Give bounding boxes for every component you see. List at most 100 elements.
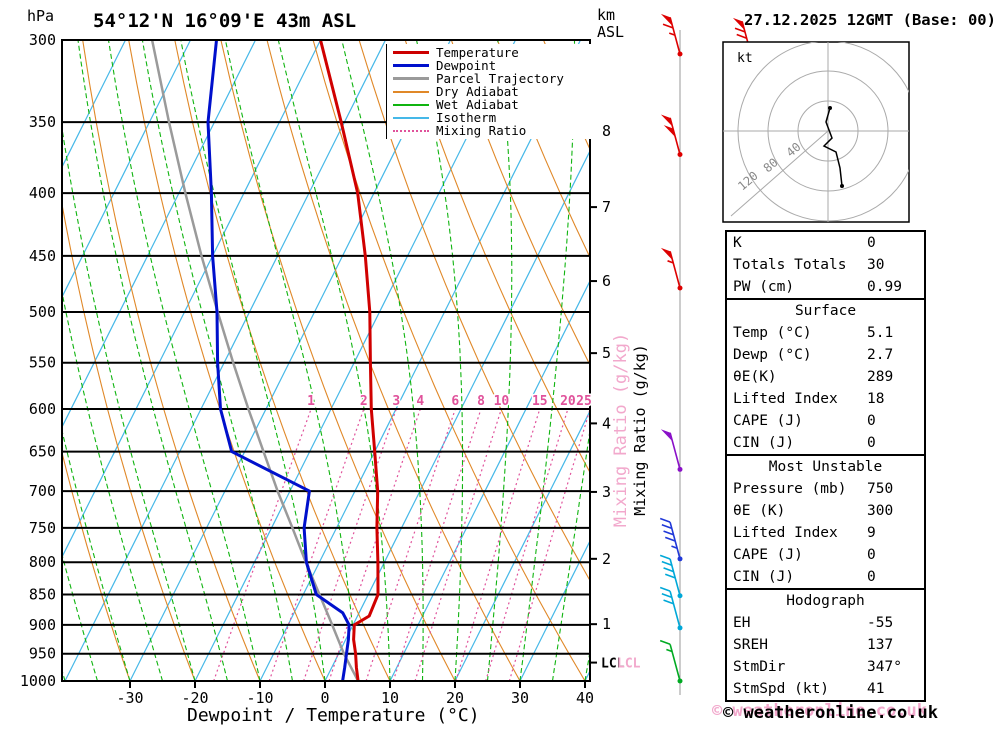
legend-item: Mixing Ratio xyxy=(393,123,597,138)
isotherm-line xyxy=(389,279,590,681)
pressure-tick-label: 1000 xyxy=(20,672,56,690)
legend-item-label: Dewpoint xyxy=(436,58,497,73)
stats-row: Dewp (°C) 2.7 xyxy=(727,344,924,366)
altitude-axis-unit-label: km xyxy=(597,6,616,24)
altitude-tick-label: 8 xyxy=(602,122,611,140)
wet-adiabat-line xyxy=(107,40,261,681)
legend-line-sample xyxy=(393,64,429,67)
mixing-ratio-label: 20 xyxy=(560,394,576,409)
stats-section: Surface Temp (°C) 5.1 Dewp (°C) 2.7 θE(K) 289 L… xyxy=(725,298,926,456)
isotherm-line xyxy=(129,40,452,681)
stats-row-value: 137 xyxy=(867,637,894,653)
stats-row-value: 0 xyxy=(867,569,876,585)
dry-adiabat-line xyxy=(496,40,590,259)
stats-row-value: 0 xyxy=(867,413,876,429)
temp-tick-label: 0 xyxy=(320,689,329,707)
stats-row-value: 0 xyxy=(867,435,876,451)
legend-line-sample xyxy=(393,116,429,119)
temp-tick-label: 20 xyxy=(446,689,464,707)
stats-row: Lifted Index 18 xyxy=(727,388,924,410)
station-title: 54°12'N 16°09'E 43m ASL xyxy=(93,10,357,32)
stats-row-label: Pressure (mb) xyxy=(733,481,847,497)
altitude-tick-label: 1 xyxy=(602,615,611,633)
wet-adiabat-line xyxy=(62,428,131,681)
altitude-tick-label: 7 xyxy=(602,198,611,216)
mixing-ratio-line xyxy=(392,408,482,681)
pressure-tick-label: 650 xyxy=(29,443,56,461)
altitude-tick-label: 2 xyxy=(602,550,611,568)
altitude-tick-label: 5 xyxy=(602,344,611,362)
isotherm-line xyxy=(519,539,590,681)
hodograph-ring xyxy=(737,42,909,222)
stats-row-label: Lifted Index xyxy=(733,391,838,407)
stats-row-label: CIN (J) xyxy=(733,569,795,585)
stats-row: Totals Totals 30 xyxy=(727,254,924,276)
stats-row-label: CAPE (J) xyxy=(733,413,803,429)
legend-item-label: Dry Adiabat xyxy=(436,84,519,99)
mixing-ratio-label: 10 xyxy=(494,394,510,409)
mixing-ratio-line xyxy=(485,408,569,681)
stats-section: Most Unstable Pressure (mb) 750 θE (K) 300 Li… xyxy=(725,454,926,590)
wet-adiabat-line xyxy=(415,40,464,681)
stats-row-label: StmSpd (kt) xyxy=(733,681,830,697)
legend-item: Isotherm xyxy=(393,110,597,125)
legend-item-label: Mixing Ratio xyxy=(436,123,527,138)
lcl-label: LCL xyxy=(601,657,625,672)
stats-row: EH -55 xyxy=(727,612,924,634)
legend-line-sample xyxy=(393,103,429,106)
stats-row-value: 30 xyxy=(867,257,885,273)
wind-barb xyxy=(659,517,683,562)
stats-panel: K 0 Totals Totals 30 PW (cm) 0.99 Surface Temp … xyxy=(725,230,926,702)
stats-row-label: StmDir xyxy=(733,659,786,675)
mixing-ratio-label: 25 xyxy=(576,394,592,409)
stats-row-value: 0 xyxy=(867,547,876,563)
stats-row-label: θE(K) xyxy=(733,369,777,385)
lcl-label-watermark: LCL xyxy=(617,657,641,672)
stats-row-label: Dewp (°C) xyxy=(733,347,812,363)
wet-adiabat-line xyxy=(62,552,99,681)
legend-line-sample xyxy=(393,90,429,93)
legend-item: Dry Adiabat xyxy=(393,84,597,99)
copyright: © weatheronline.co.uk xyxy=(723,703,938,723)
altitude-tick-label: 6 xyxy=(602,272,611,290)
sounding-curves xyxy=(150,40,380,681)
temp-tick-label: -30 xyxy=(116,689,143,707)
hodograph-ring xyxy=(797,100,859,162)
wet-adiabat-line xyxy=(277,40,391,681)
legend-item-label: Isotherm xyxy=(436,110,497,125)
mixing-ratio-label: 15 xyxy=(532,394,548,409)
stats-row-value: -55 xyxy=(867,615,894,631)
wet-adiabat-line xyxy=(486,40,513,681)
temp-tick-label: 30 xyxy=(511,689,529,707)
stats-row-value: 2.7 xyxy=(867,347,894,363)
wet-adiabat-line xyxy=(224,40,359,681)
mixing-ratio-label: 6 xyxy=(451,394,459,409)
stats-row-value: 347° xyxy=(867,659,902,675)
mixing-ratio-line xyxy=(414,408,502,681)
copyright-watermark: © weatheronline.co.uk xyxy=(712,701,927,721)
legend-item: Temperature xyxy=(393,45,597,60)
legend-item: Dewpoint xyxy=(393,58,597,73)
mixing-ratio-label: 2 xyxy=(360,394,368,409)
stats-section: K 0 Totals Totals 30 PW (cm) 0.99 xyxy=(725,230,926,300)
stats-row-value: 18 xyxy=(867,391,885,407)
dewpoint-curve xyxy=(206,40,351,681)
stats-row: SREH 137 xyxy=(727,634,924,656)
wind-barb xyxy=(659,586,683,631)
stats-row: PW (cm) 0.99 xyxy=(727,276,924,298)
pressure-tick-label: 350 xyxy=(29,113,56,131)
stats-row-value: 300 xyxy=(867,503,894,519)
mixing-ratio-line xyxy=(455,408,541,681)
legend-item: Parcel Trajectory xyxy=(393,71,597,86)
mixing-ratio-line xyxy=(508,408,590,681)
wet-adiabat-line xyxy=(341,40,424,681)
stats-row: StmSpd (kt) 41 xyxy=(727,678,924,700)
legend-item-label: Temperature xyxy=(436,45,519,60)
dry-adiabat-line xyxy=(128,40,326,681)
mixing-ratio-label: 3 xyxy=(392,394,400,409)
temp-tick-label: 10 xyxy=(381,689,399,707)
stats-row-value: 41 xyxy=(867,681,885,697)
stats-row-label: Temp (°C) xyxy=(733,325,812,341)
